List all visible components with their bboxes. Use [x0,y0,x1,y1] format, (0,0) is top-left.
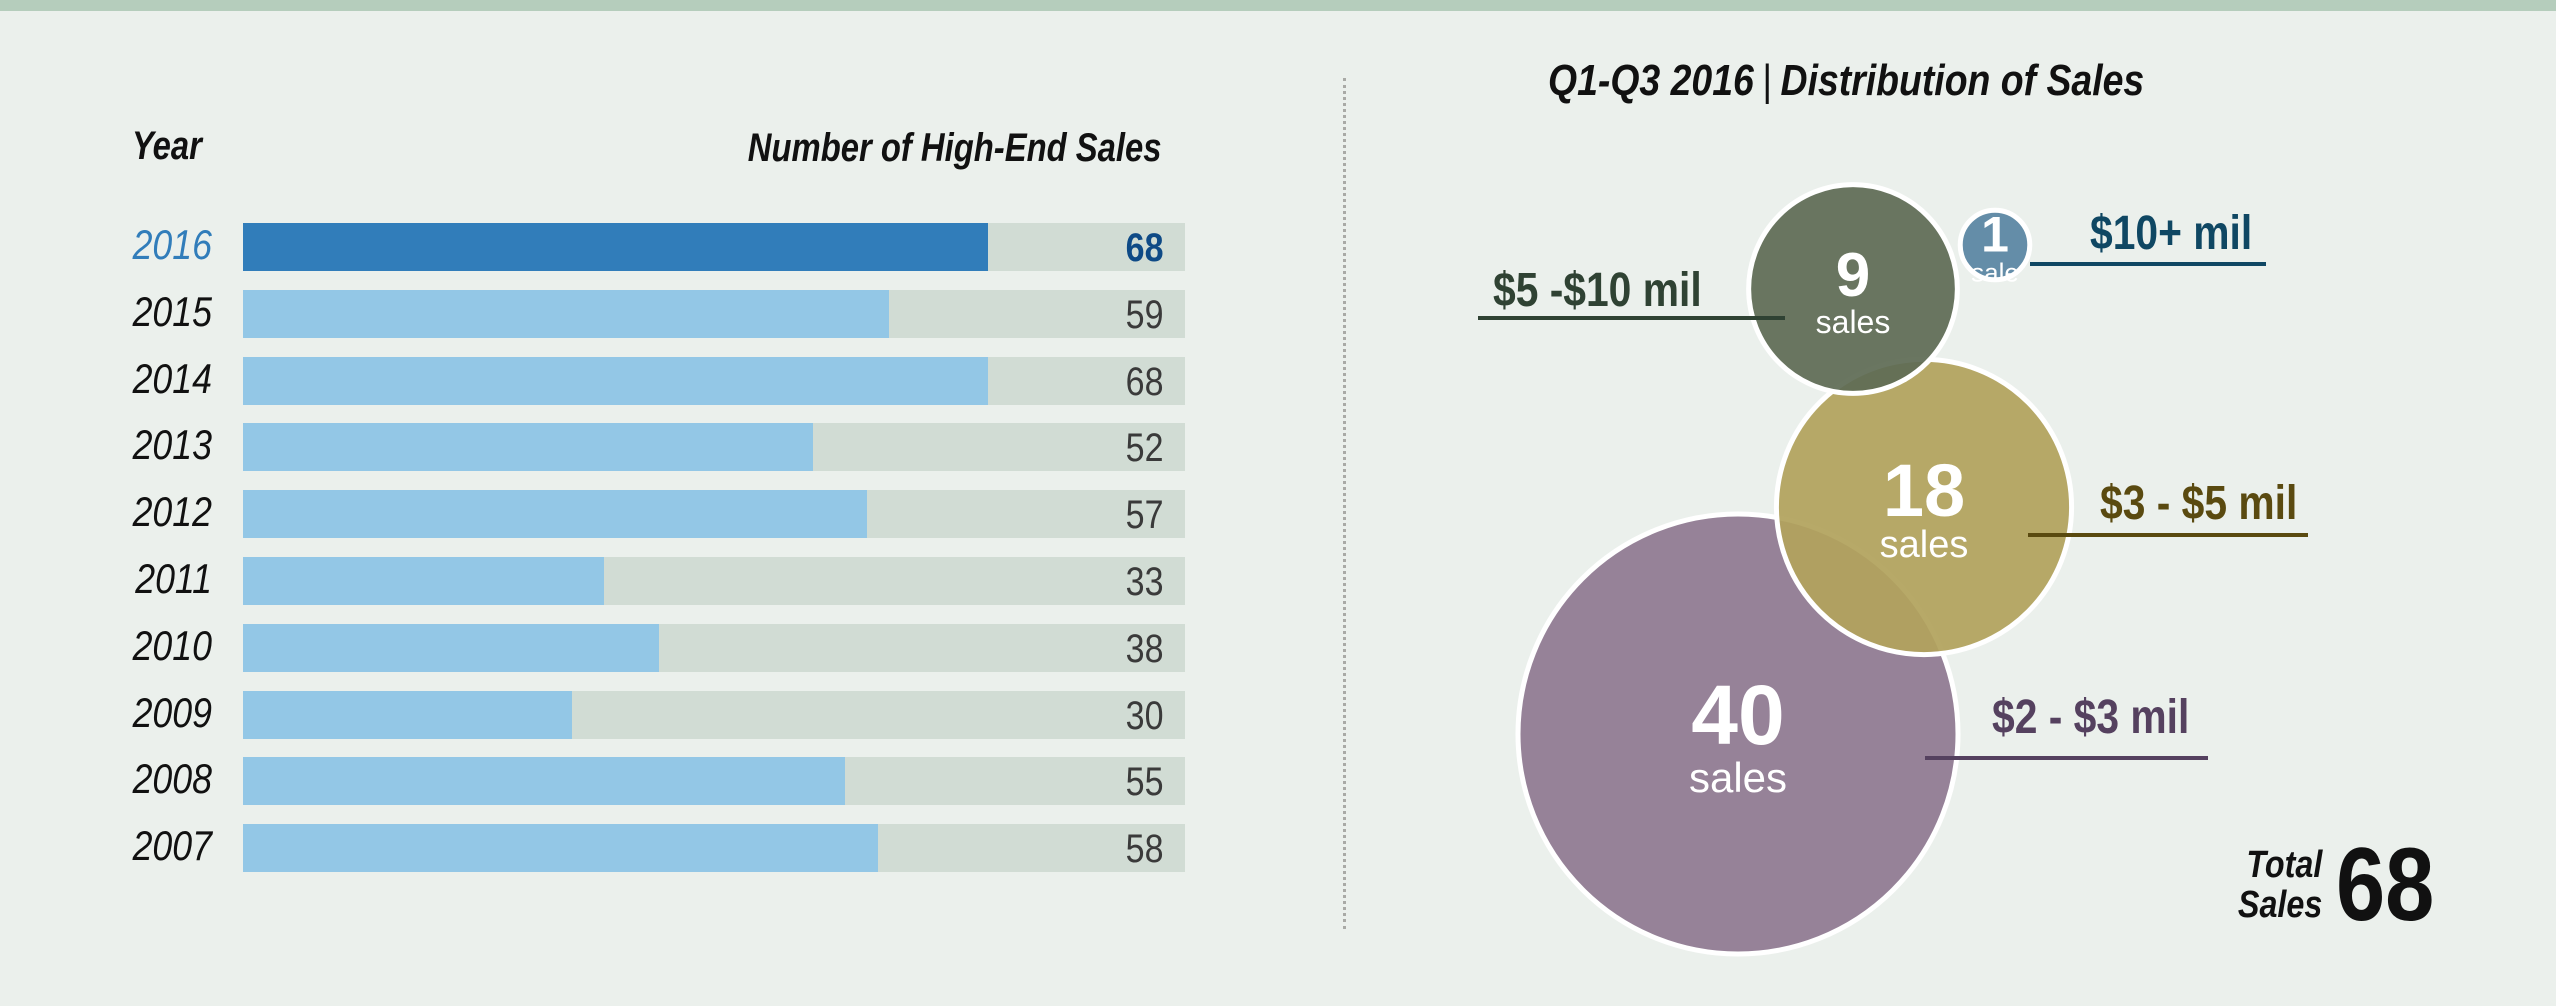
bar-track: 38 [243,623,1185,672]
bar-value-label: 57 [1125,493,1163,538]
bar-track: 55 [243,757,1185,806]
bubble-count-unit: sales [1879,524,1969,567]
bar [243,824,879,873]
bubble-count: 18 sales [1879,448,1969,567]
year-label: 2014 [132,354,212,402]
bar-value-label: 68 [1125,359,1163,404]
year-label: 2009 [132,688,212,736]
bubble-range-label: $3 - $5 mil [2100,477,2298,530]
bubble-count-unit: sales [1688,753,1788,801]
year-column-header: Year [132,124,202,168]
bar-value-label: 33 [1125,560,1163,604]
bar [243,490,868,539]
bubble-range-label: $2 - $3 mil [1992,691,2190,744]
bubble [1746,182,1960,396]
bar-track: 57 [243,490,1185,539]
bubble-count-value: 1 [1981,206,2009,263]
bar-value-label: 59 [1125,292,1163,337]
bar-value-label: 58 [1125,827,1163,872]
year-label: 2016 [132,221,212,268]
bar-track: 68 [243,356,1185,405]
title-separator: | [1762,56,1773,105]
bar-value-label: 55 [1125,760,1163,805]
bar-value-label: 52 [1125,426,1163,471]
top-accent-bar [0,0,2556,11]
year-label: 2010 [132,621,212,669]
bubble-count-unit: sale [1971,257,2019,288]
total-label-line1: Total [2246,844,2323,886]
bar-value-label: 38 [1125,626,1163,671]
total-label-line2: Sales [2237,884,2323,926]
bubble-range-label: $5 -$10 mil [1493,264,1702,317]
bubble-chart-title: Q1-Q3 2016 | Distribution of Sales [1548,56,2144,106]
year-label: 2015 [132,287,212,335]
bar-value-label: 68 [1125,226,1163,270]
bubble [1957,207,2033,283]
bar [243,423,813,472]
year-label: 2012 [132,488,212,536]
total-sales-label: Total Sales [2238,845,2322,925]
bubble-count-value: 18 [1882,448,1966,532]
bar-track: 33 [243,557,1185,605]
year-label: 2011 [135,555,212,602]
bubble-count: 40 sales [1688,668,1788,801]
bar-track: 59 [243,289,1185,338]
total-sales-value: 68 [2336,827,2435,943]
section-divider [1343,78,1346,929]
sales-column-header: Number of High-End Sales [747,126,1161,170]
year-label: 2007 [132,822,212,870]
bubble-count-unit: sales [1815,303,1891,340]
bubble-range-label: $10+ mil [2090,207,2253,260]
bubble-count: 1 sale [1971,206,2019,288]
title-text: Distribution of Sales [1780,56,2145,105]
bar [243,757,846,806]
bar-track: 30 [243,690,1185,739]
bar [243,623,660,672]
bar [243,557,605,605]
bar [243,356,988,405]
bar [243,223,988,271]
bubble-count-value: 40 [1691,668,1785,763]
title-period: Q1-Q3 2016 [1548,56,1754,105]
bar [243,690,572,739]
bar-track: 58 [243,824,1185,873]
year-label: 2013 [132,421,212,469]
bar [243,289,890,338]
bar-value-label: 30 [1125,693,1163,738]
total-sales: Total Sales 68 [2223,833,2452,937]
bubble-count-value: 9 [1835,240,1871,310]
bubble-count: 9 sales [1815,240,1891,340]
bar-track: 52 [243,423,1185,472]
year-label: 2008 [132,755,212,803]
bar-track: 68 [243,223,1185,271]
